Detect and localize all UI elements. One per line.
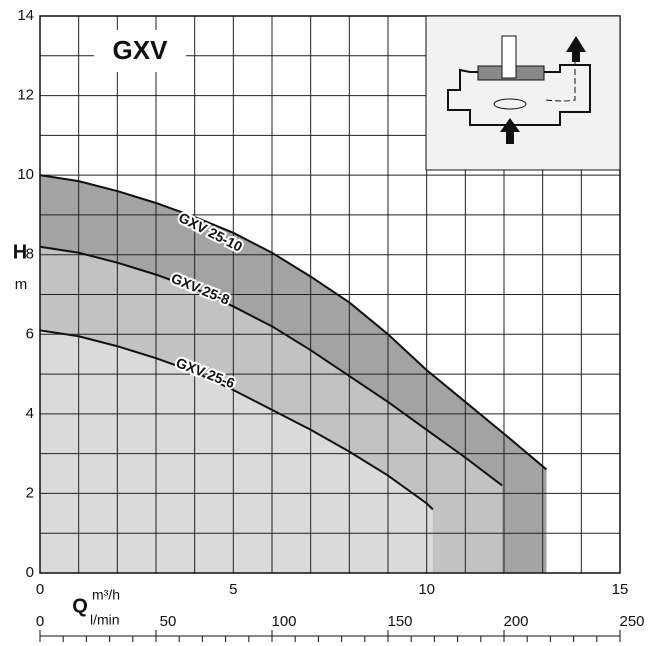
y-tick-label: 0 bbox=[26, 564, 34, 581]
x2-tick-label: 100 bbox=[271, 613, 296, 630]
pump-diagram bbox=[426, 16, 620, 170]
x2-axis-unit: l/min bbox=[90, 612, 120, 628]
chart-title: GXV bbox=[113, 35, 169, 65]
y-tick-label: 12 bbox=[17, 87, 34, 104]
y-tick-label: 2 bbox=[26, 484, 34, 501]
x-axis-unit: m³/h bbox=[92, 587, 120, 603]
y-tick-label: 6 bbox=[26, 325, 34, 342]
x2-tick-label: 150 bbox=[387, 613, 412, 630]
shaft bbox=[502, 36, 516, 78]
x-axis-label: Q bbox=[72, 595, 88, 617]
x-tick-label: 5 bbox=[229, 581, 237, 598]
x2-tick-label: 50 bbox=[160, 613, 177, 630]
y-tick-label: 10 bbox=[17, 166, 34, 183]
x-tick-label: 10 bbox=[418, 581, 435, 598]
y-axis-unit: m bbox=[15, 276, 28, 293]
x2-tick-label: 0 bbox=[36, 613, 44, 630]
y-tick-label: 4 bbox=[26, 405, 34, 422]
chart: GXV H m Q m³/h l/min 0510150246810121405… bbox=[0, 0, 648, 646]
x-tick-label: 0 bbox=[36, 581, 44, 598]
x2-tick-label: 200 bbox=[503, 613, 528, 630]
y-tick-label: 8 bbox=[26, 246, 34, 263]
x2-tick-label: 250 bbox=[619, 613, 644, 630]
x-tick-label: 15 bbox=[612, 581, 629, 598]
y-tick-label: 14 bbox=[17, 7, 34, 24]
